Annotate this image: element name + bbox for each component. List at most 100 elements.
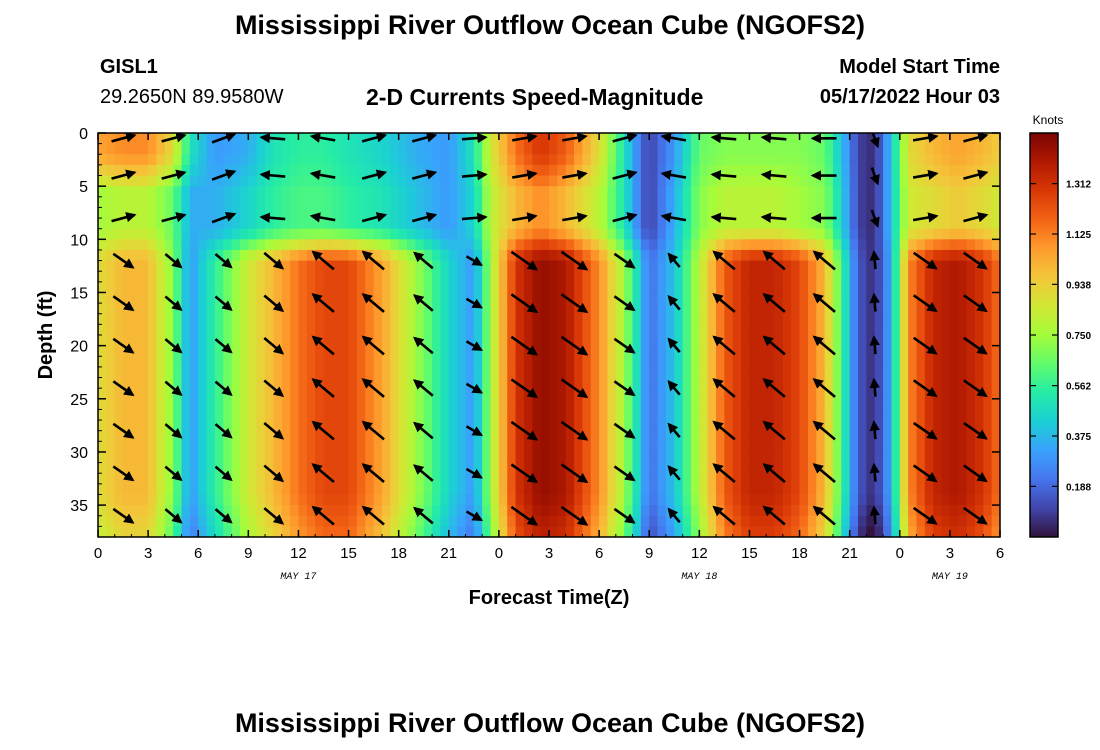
- heatmap-cell: [674, 409, 684, 421]
- heatmap-cell: [223, 366, 233, 379]
- current-arrow: [812, 378, 836, 398]
- heatmap-cell: [682, 515, 692, 527]
- heatmap-cell: [774, 281, 784, 294]
- current-arrow: [361, 293, 385, 313]
- heatmap-cell: [741, 462, 751, 474]
- heatmap-cell: [590, 483, 600, 496]
- heatmap-cell: [782, 345, 792, 357]
- heatmap-cell: [615, 430, 625, 442]
- heatmap-cell: [665, 281, 675, 294]
- heatmap-cell: [315, 313, 325, 325]
- heatmap-cell: [440, 133, 450, 145]
- heatmap-cell: [473, 143, 483, 155]
- heatmap-cell: [991, 505, 1000, 517]
- heatmap-cell: [565, 186, 575, 198]
- heatmap-cell: [448, 196, 458, 209]
- heatmap-cell: [281, 303, 291, 315]
- heatmap-cell: [432, 409, 442, 421]
- heatmap-cell: [106, 164, 116, 177]
- heatmap-cell: [699, 388, 709, 400]
- heatmap-cell: [198, 366, 208, 379]
- heatmap-cell: [148, 186, 158, 198]
- heatmap-cell: [206, 451, 216, 464]
- heatmap-cell: [607, 154, 617, 166]
- heatmap-cell: [356, 515, 366, 527]
- heatmap-cell: [874, 505, 884, 517]
- heatmap-cell: [974, 409, 984, 421]
- heatmap-cell: [306, 175, 316, 187]
- heatmap-cell: [465, 420, 475, 432]
- heatmap-cell: [941, 281, 951, 294]
- heatmap-cell: [231, 164, 241, 177]
- heatmap-cell: [181, 143, 191, 155]
- heatmap-cell: [423, 281, 433, 294]
- heatmap-cell: [632, 143, 642, 155]
- heatmap-cell: [799, 356, 809, 368]
- heatmap-cell: [766, 324, 776, 336]
- heatmap-cell: [381, 451, 391, 464]
- heatmap-cell: [599, 207, 609, 219]
- heatmap-cell: [206, 271, 216, 283]
- current-arrow: [510, 250, 539, 271]
- heatmap-cell: [448, 292, 458, 304]
- heatmap-cell: [256, 398, 266, 411]
- heatmap-cell: [173, 218, 183, 230]
- heatmap-cell: [607, 186, 617, 198]
- heatmap-cell: [732, 515, 742, 527]
- heatmap-cell: [958, 313, 968, 325]
- heatmap-cell: [356, 377, 366, 389]
- current-arrow: [361, 463, 385, 483]
- heatmap-cell: [398, 441, 408, 453]
- heatmap-cell: [356, 186, 366, 198]
- heatmap-cell: [356, 196, 366, 209]
- heatmap-cell: [966, 462, 976, 474]
- heatmap-cell: [507, 228, 517, 240]
- heatmap-cell: [198, 303, 208, 315]
- heatmap-cell: [306, 451, 316, 464]
- heatmap-cell: [164, 420, 174, 432]
- heatmap-cell: [381, 441, 391, 453]
- heatmap-cell: [599, 196, 609, 209]
- heatmap-cell: [214, 441, 224, 453]
- heatmap-cell: [649, 281, 659, 294]
- heatmap-cell: [465, 175, 475, 187]
- heatmap-cell: [599, 154, 609, 166]
- heatmap-cell: [657, 420, 667, 432]
- heatmap-cell: [690, 345, 700, 357]
- current-arrow: [111, 212, 137, 223]
- heatmap-cell: [774, 398, 784, 411]
- heatmap-cell: [607, 281, 617, 294]
- heatmap-cell: [599, 505, 609, 517]
- heatmap-cell: [139, 207, 149, 219]
- y-tick-label: 25: [70, 392, 88, 409]
- heatmap-cell: [290, 249, 300, 262]
- heatmap-cell: [356, 335, 366, 347]
- heatmap-cell: [933, 196, 943, 209]
- heatmap-cell: [265, 420, 274, 432]
- heatmap-cell: [991, 175, 1000, 187]
- heatmap-cell: [908, 313, 918, 325]
- heatmap-cell: [465, 196, 475, 209]
- heatmap-cell: [231, 388, 241, 400]
- current-arrow: [667, 465, 681, 481]
- heatmap-cell: [239, 218, 249, 230]
- heatmap-cell: [924, 526, 934, 537]
- heatmap-cell: [565, 335, 575, 347]
- heatmap-cell: [131, 228, 141, 240]
- heatmap-cell: [699, 505, 709, 517]
- heatmap-cell: [874, 292, 884, 304]
- heatmap-cell: [732, 313, 742, 325]
- heatmap-cell: [131, 239, 141, 251]
- current-arrow: [613, 337, 636, 354]
- heatmap-cell: [315, 324, 325, 336]
- heatmap-cell: [590, 430, 600, 442]
- heatmap-cell: [624, 313, 634, 325]
- heatmap-cell: [498, 462, 508, 474]
- heatmap-cell: [356, 420, 366, 432]
- y-tick-label: 35: [70, 498, 88, 515]
- heatmap-cell: [356, 207, 366, 219]
- heatmap-cell: [949, 249, 959, 262]
- heatmap-cell: [799, 473, 809, 485]
- heatmap-cell: [265, 409, 274, 421]
- heatmap-cell: [557, 292, 567, 304]
